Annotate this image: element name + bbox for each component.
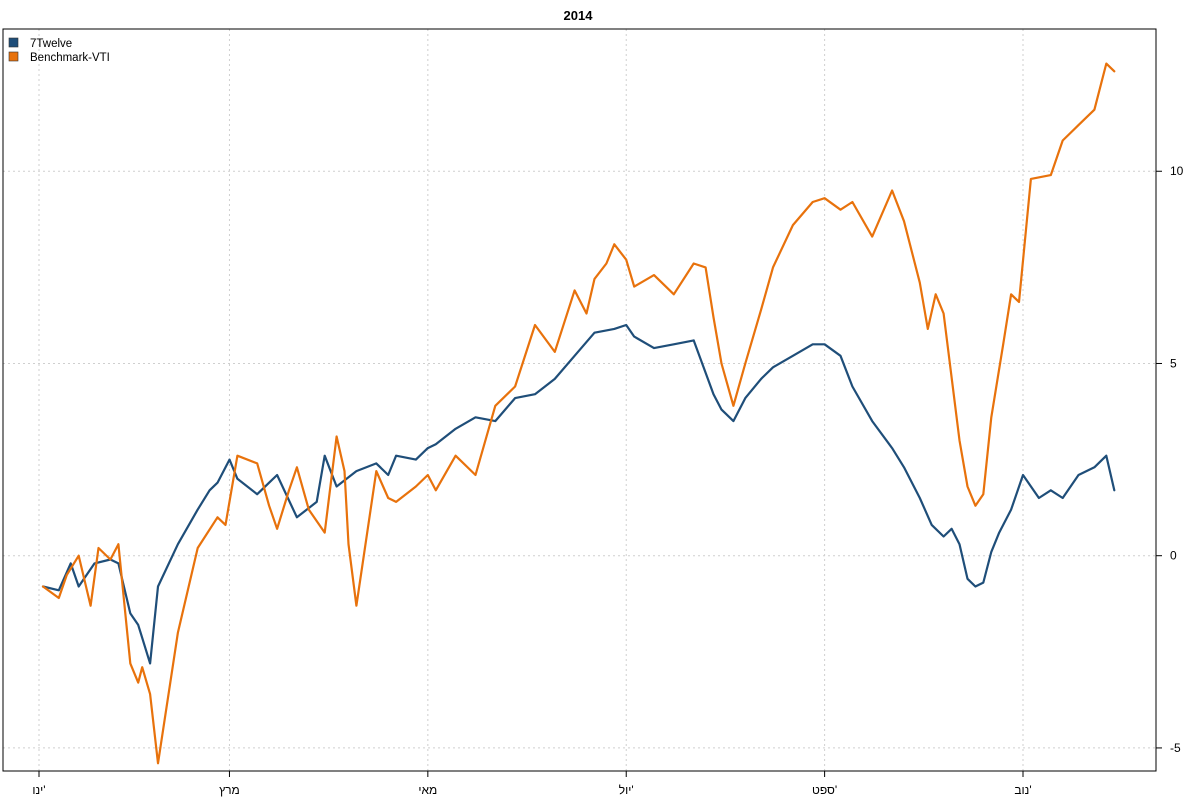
grid xyxy=(3,29,1156,771)
x-tick-label: נוב' xyxy=(1014,783,1031,797)
y-tick-label: 10 xyxy=(1170,164,1184,178)
y-tick-label: 0 xyxy=(1170,549,1177,563)
x-tick-label: מרץ xyxy=(219,783,240,797)
x-tick-label: ספט' xyxy=(812,783,837,797)
legend-label: Benchmark-VTI xyxy=(30,52,110,64)
legend-label: 7Twelve xyxy=(30,38,72,50)
chart-title: 2014 xyxy=(564,8,594,23)
y-tick-label: -5 xyxy=(1170,741,1181,755)
series-layer xyxy=(41,62,1116,765)
y-tick-label: 5 xyxy=(1170,356,1177,370)
x-tick-label: יול' xyxy=(619,783,634,797)
series-line-benchmark-vti xyxy=(41,62,1116,765)
series-line-7twelve xyxy=(41,323,1116,665)
legend-swatch xyxy=(8,51,19,62)
axes: -5 0 5 10 ינו' מרץ מאי יול' ספט' נוב' xyxy=(32,164,1183,797)
legend-swatch xyxy=(8,37,19,48)
x-tick-label: מאי xyxy=(418,783,437,797)
plot-frame xyxy=(2,28,1157,772)
legend: 7Twelve Benchmark-VTI xyxy=(8,37,110,64)
x-tick-label: ינו' xyxy=(32,783,45,797)
